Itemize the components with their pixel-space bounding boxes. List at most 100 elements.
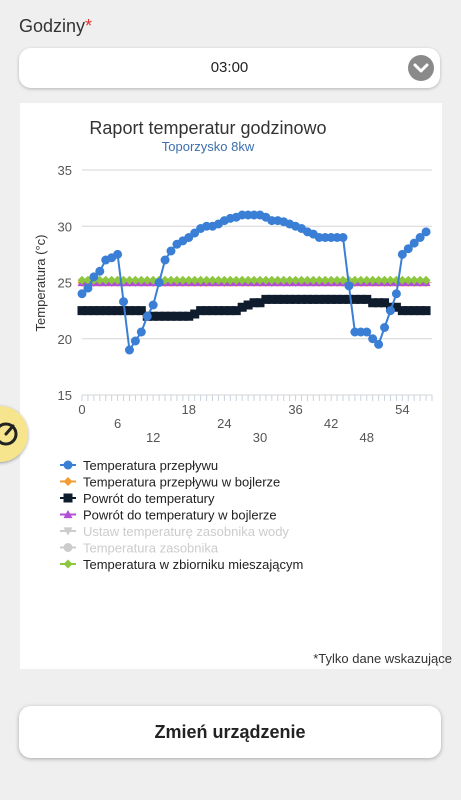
data-point: [124, 306, 134, 316]
data-point: [154, 311, 164, 321]
data-point: [172, 311, 182, 321]
change-device-button[interactable]: Zmień urządzenie: [19, 706, 441, 758]
data-point: [184, 275, 194, 285]
y-axis-label: Temperatura (°c): [33, 235, 48, 332]
hours-label: Godziny*: [19, 16, 92, 37]
data-point: [196, 275, 206, 285]
data-point: [267, 294, 277, 304]
data-point: [208, 275, 218, 285]
data-point: [166, 311, 176, 321]
data-point: [338, 233, 348, 242]
data-point: [385, 275, 395, 285]
data-point: [190, 309, 200, 319]
legend-marker: [63, 510, 73, 519]
data-point: [403, 306, 413, 316]
data-point: [296, 275, 306, 285]
x-tick-label: 6: [114, 416, 121, 431]
x-axis: 0 18 36 54 6 24 42 12 30 48: [78, 395, 433, 445]
change-device-label: Zmień urządzenie: [154, 721, 306, 742]
data-point: [308, 294, 318, 304]
data-point: [374, 298, 384, 308]
chart-title: Raport temperatur godzinowo: [89, 118, 326, 138]
legend-marker: [63, 477, 73, 486]
data-point: [279, 294, 289, 304]
legend-label: Temperatura w zbiorniku mieszającym: [83, 557, 303, 572]
data-point: [77, 289, 87, 299]
data-point: [225, 275, 235, 285]
side-badge[interactable]: [0, 406, 28, 462]
data-point: [415, 233, 425, 242]
y-tick-label: 35: [58, 163, 72, 178]
data-point: [291, 294, 301, 304]
data-point: [302, 294, 312, 304]
data-point: [113, 249, 123, 259]
legend-item[interactable]: Powrót do temperatury: [60, 491, 215, 506]
data-point: [89, 272, 99, 282]
data-point: [267, 275, 277, 285]
legend-marker: [63, 543, 73, 552]
data-point: [421, 227, 431, 237]
legend-label: Ustaw temperaturę zasobnika wody: [83, 524, 289, 539]
data-point: [261, 294, 271, 304]
data-point: [148, 300, 158, 310]
series-layer: [77, 210, 431, 355]
data-point: [231, 306, 241, 316]
legend-item[interactable]: Ustaw temperaturę zasobnika wody: [60, 524, 289, 539]
legend-item[interactable]: Temperatura przepływu w bojlerze: [60, 475, 280, 490]
data-point: [421, 306, 431, 316]
chevron-down-icon[interactable]: [408, 55, 434, 81]
data-point: [314, 294, 324, 304]
data-point: [332, 294, 342, 304]
hours-select-value: 03:00: [210, 59, 249, 76]
data-point: [362, 275, 372, 285]
data-point: [255, 275, 265, 285]
data-point: [415, 306, 425, 316]
data-point: [338, 275, 348, 285]
note-text: *Tylko dane wskazujące: [313, 651, 452, 666]
data-point: [326, 294, 336, 304]
series-2: [77, 294, 431, 321]
data-point: [237, 275, 247, 285]
chart-card: Raport temperatur godzinowo Toporzysko 8…: [20, 103, 442, 669]
legend-item[interactable]: Temperatura zasobnika: [60, 541, 219, 556]
data-point: [172, 275, 182, 285]
data-point: [368, 334, 378, 344]
data-point: [302, 275, 312, 285]
data-point: [213, 306, 223, 316]
data-point: [101, 306, 111, 316]
legend[interactable]: Temperatura przepływu Temperatura przepły…: [60, 458, 303, 572]
data-point: [314, 275, 324, 285]
data-point: [124, 275, 134, 285]
data-point: [136, 275, 146, 285]
data-point: [225, 306, 235, 316]
x-tick-label: 30: [253, 430, 267, 445]
data-point: [160, 255, 170, 265]
x-tick-label: 24: [217, 416, 231, 431]
data-point: [403, 244, 413, 254]
data-point: [208, 306, 218, 316]
data-point: [344, 281, 354, 291]
x-tick-label: 18: [182, 402, 196, 417]
gauge-icon: [0, 422, 18, 446]
legend-item[interactable]: Powrót do temperatury w bojlerze: [60, 508, 277, 523]
data-point: [409, 238, 419, 248]
data-point: [95, 306, 105, 316]
legend-item[interactable]: Temperatura przepływu: [60, 458, 218, 473]
legend-item[interactable]: Temperatura w zbiorniku mieszającym: [60, 557, 303, 572]
data-point: [397, 306, 407, 316]
data-point: [107, 306, 117, 316]
x-tick-label: 54: [395, 402, 409, 417]
legend-marker: [63, 460, 73, 470]
data-point: [219, 275, 229, 285]
data-point: [219, 306, 229, 316]
data-point: [89, 306, 99, 316]
data-point: [113, 306, 123, 316]
hours-select[interactable]: 03:00: [19, 48, 440, 88]
legend-marker: [63, 527, 73, 536]
data-point: [107, 275, 117, 285]
legend-label: Temperatura przepływu: [83, 458, 218, 473]
data-point: [409, 275, 419, 285]
series-0: [77, 210, 431, 355]
data-point: [320, 294, 330, 304]
data-point: [409, 306, 419, 316]
